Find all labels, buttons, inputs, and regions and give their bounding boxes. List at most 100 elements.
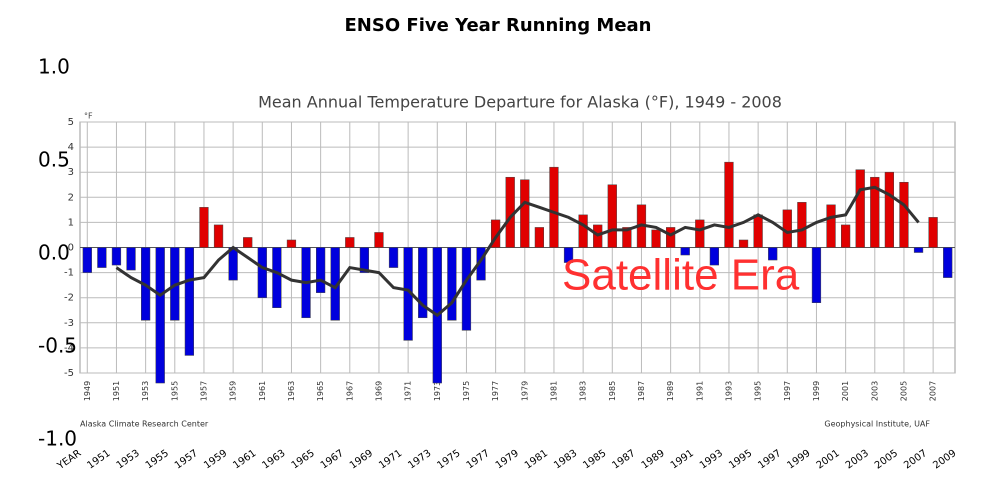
x-tick-label: 2003 <box>870 381 879 401</box>
outer-x-tick-label: 1991 <box>669 448 696 472</box>
x-tick-label: 1959 <box>229 381 238 401</box>
x-tick-label: 1965 <box>316 381 325 401</box>
x-tick-label: 1969 <box>374 381 383 401</box>
x-tick-label: 1973 <box>433 381 442 401</box>
bar <box>228 247 238 281</box>
bar <box>184 247 194 356</box>
bar <box>884 171 894 248</box>
outer-x-tick-label: 1993 <box>698 448 725 472</box>
bar <box>753 214 763 248</box>
bar <box>461 247 472 331</box>
x-tick-label: 1983 <box>579 381 588 401</box>
x-tick-label: 1961 <box>258 381 267 401</box>
bar <box>126 247 136 271</box>
outer-x-tick-label: 1961 <box>231 448 258 472</box>
x-tick-label: 1981 <box>549 381 558 401</box>
bar <box>316 247 326 293</box>
bar <box>359 247 369 273</box>
bar <box>811 247 822 303</box>
y-tick-label: 2 <box>68 192 74 203</box>
bar <box>622 227 632 248</box>
x-tick-label: 1967 <box>345 381 354 401</box>
bar <box>213 224 224 248</box>
outer-y-tick-label: 0.5 <box>38 148 70 172</box>
bar <box>680 247 690 256</box>
x-tick-label: 1949 <box>83 381 92 401</box>
outer-x-tick-label: 1975 <box>435 448 462 472</box>
bar <box>928 217 938 248</box>
x-tick-label: 2005 <box>899 381 908 401</box>
outer-x-tick-label: 2009 <box>931 448 958 472</box>
source-right: Geophysical Institute, UAF <box>824 420 930 429</box>
outer-x-tick-label: 1963 <box>260 448 287 472</box>
annotation: Satellite Era <box>562 251 800 300</box>
x-tick-label: 1993 <box>724 381 733 401</box>
x-tick-label: 1977 <box>491 381 500 401</box>
bar <box>841 224 851 248</box>
bar <box>695 219 705 248</box>
bar <box>768 247 778 261</box>
bar <box>563 247 574 263</box>
bar <box>418 247 428 319</box>
y-tick-label: -5 <box>64 368 74 379</box>
bar <box>607 184 617 248</box>
outer-y-tick-label: 1.0 <box>38 55 70 79</box>
bar <box>272 247 282 308</box>
y-tick-label: 3 <box>68 167 74 178</box>
outer-x-tick-label: 1979 <box>494 448 521 472</box>
bar <box>651 229 661 248</box>
outer-x-tick-label: 1985 <box>581 448 608 472</box>
bar <box>243 237 253 248</box>
x-tick-label: 1975 <box>462 381 471 401</box>
bar <box>257 247 267 298</box>
outer-x-tick-label: 2003 <box>844 448 871 472</box>
bar <box>82 247 92 273</box>
bar <box>374 232 384 248</box>
outer-x-tick-label: 1999 <box>785 448 812 472</box>
x-tick-label: 1963 <box>287 381 296 401</box>
bar <box>520 179 530 248</box>
outer-x-tick-label: 1957 <box>173 448 200 472</box>
outer-x-tick-label: 1971 <box>377 448 404 472</box>
y-tick-label: 1 <box>68 217 74 228</box>
bar <box>899 181 909 248</box>
outer-x-tick-label: 1981 <box>523 448 550 472</box>
outer-x-tick-label: 1997 <box>756 448 783 472</box>
outer-x-tick-label: 1951 <box>85 448 112 472</box>
y-tick-label: -2 <box>64 293 74 304</box>
bar <box>549 166 559 248</box>
bar <box>286 239 297 248</box>
outer-x-tick-label: 2001 <box>815 448 842 472</box>
outer-y-tick-label: 0.0 <box>38 241 70 265</box>
x-tick-label: 1957 <box>199 381 208 401</box>
y-tick-label: 5 <box>68 117 74 128</box>
x-tick-label: 2007 <box>929 381 938 401</box>
x-tick-label: 1971 <box>404 381 413 401</box>
x-tick-label: 1997 <box>783 381 792 401</box>
outer-x-tick-label: 1959 <box>202 448 229 472</box>
bar <box>199 207 209 248</box>
outer-x-tick-label: 1989 <box>640 448 667 472</box>
x-tick-label: 1989 <box>666 381 675 401</box>
bar <box>870 176 880 248</box>
outer-x-tick-label: 1973 <box>406 448 433 472</box>
bar <box>826 204 836 248</box>
bar <box>111 247 122 266</box>
running-mean-line <box>115 185 920 318</box>
y-unit: °F <box>84 112 93 121</box>
outer-x-tick-label: 1995 <box>727 448 754 472</box>
y-tick-label: -3 <box>64 318 74 329</box>
x-tick-label: 1953 <box>141 381 150 401</box>
outer-x-tick-label: 1983 <box>552 448 579 472</box>
x-tick-label: 1995 <box>754 381 763 401</box>
x-tick-label: 1951 <box>112 381 121 401</box>
bar <box>447 247 457 321</box>
outer-y-tick-label: -1.0 <box>38 427 77 451</box>
outer-x-tick-label: 1969 <box>348 448 375 472</box>
bar <box>738 239 749 248</box>
outer-x-tick-label: 2007 <box>902 448 929 472</box>
x-tick-label: 1985 <box>608 381 617 401</box>
bar <box>724 161 734 248</box>
outer-x-tick-label: 2005 <box>873 448 900 472</box>
